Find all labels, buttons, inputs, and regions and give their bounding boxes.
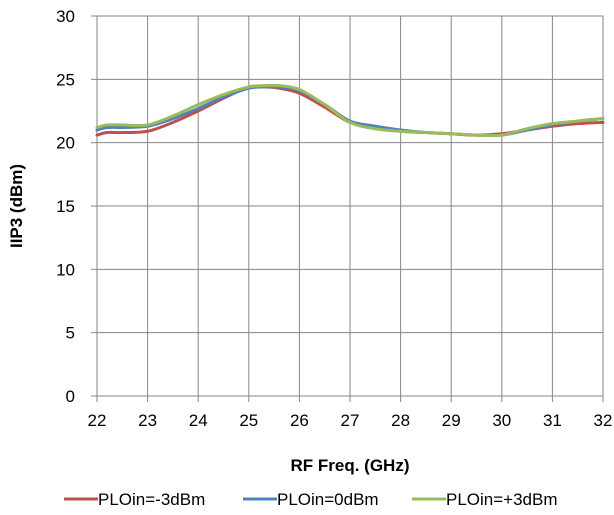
x-tick-label: 25 — [239, 411, 258, 430]
x-tick-label: 23 — [138, 411, 157, 430]
y-axis-ticks: 0 5 10 15 20 25 30 — [56, 7, 97, 406]
x-tick-label: 24 — [189, 411, 208, 430]
x-tick-label: 31 — [543, 411, 562, 430]
y-tick-label: 25 — [56, 70, 75, 89]
x-tick-label: 27 — [341, 411, 360, 430]
y-tick-label: 20 — [56, 134, 75, 153]
legend-label: PLOin=+3dBm — [446, 490, 558, 509]
legend-item: PLOin=0dBm — [243, 490, 379, 509]
y-tick-label: 15 — [56, 197, 75, 216]
x-tick-label: 22 — [88, 411, 107, 430]
x-tick-label: 29 — [442, 411, 461, 430]
x-tick-label: 32 — [594, 411, 613, 430]
x-axis-title: RF Freq. (GHz) — [291, 456, 410, 475]
y-axis-title: IIP3 (dBm) — [7, 164, 26, 248]
y-tick-label: 10 — [56, 260, 75, 279]
y-tick-label: 30 — [56, 7, 75, 26]
series-lines — [95, 83, 605, 138]
x-tick-label: 26 — [290, 411, 309, 430]
legend-item: PLOin=+3dBm — [412, 490, 558, 509]
legend-label: PLOin=-3dBm — [98, 490, 205, 509]
legend-item: PLOin=-3dBm — [64, 490, 205, 509]
y-tick-label: 5 — [66, 324, 75, 343]
series-line-ploin-3dbm — [95, 83, 605, 138]
legend-label: PLOin=0dBm — [277, 490, 379, 509]
y-tick-label: 0 — [66, 387, 75, 406]
x-tick-label: 30 — [492, 411, 511, 430]
x-axis-ticks: 22 23 24 25 26 27 28 29 30 31 32 — [88, 396, 613, 430]
x-tick-label: 28 — [391, 411, 410, 430]
legend: PLOin=-3dBm PLOin=0dBm PLOin=+3dBm — [64, 490, 558, 509]
